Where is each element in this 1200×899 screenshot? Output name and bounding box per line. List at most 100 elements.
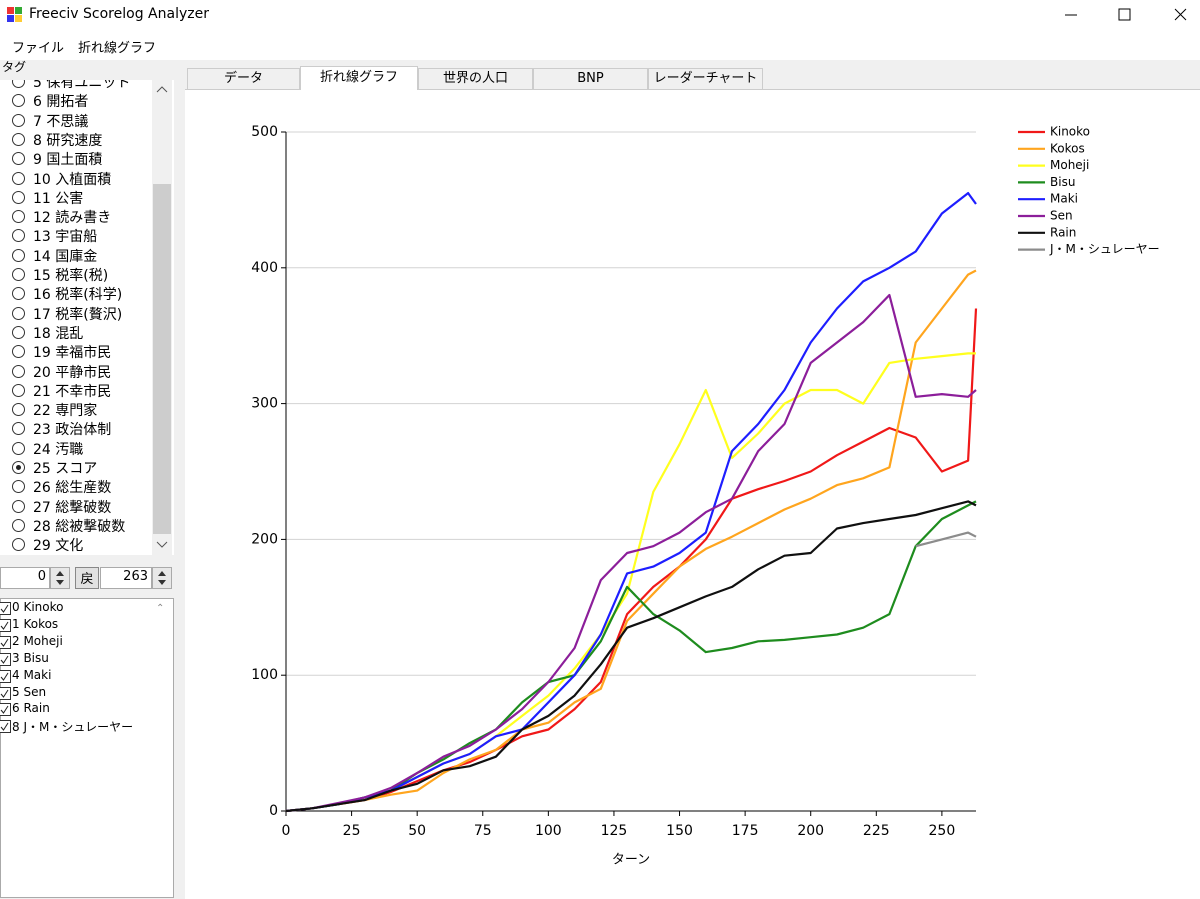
checkbox[interactable] bbox=[0, 635, 11, 649]
radio-label[interactable]: 18 混乱 bbox=[33, 325, 84, 342]
legend-label: Rain bbox=[1050, 225, 1076, 239]
radio-button[interactable] bbox=[12, 538, 25, 552]
checkbox[interactable] bbox=[0, 686, 11, 700]
radio-button[interactable] bbox=[12, 248, 25, 262]
radio-button[interactable] bbox=[12, 518, 25, 532]
menu-item[interactable]: ファイル bbox=[12, 41, 65, 56]
window-controls[interactable] bbox=[1050, 0, 1200, 30]
x-tick-label: 75 bbox=[474, 823, 492, 839]
checkbox-label[interactable]: 0 Kinoko bbox=[12, 600, 64, 614]
radio-button[interactable] bbox=[12, 268, 25, 281]
radio-label[interactable]: 26 総生産数 bbox=[33, 480, 112, 497]
y-tick-label: 400 bbox=[251, 260, 278, 276]
legend-label: Sen bbox=[1050, 209, 1073, 223]
radio-label[interactable]: 9 国土面積 bbox=[33, 152, 103, 169]
check-mark bbox=[0, 638, 9, 647]
scroll-arrow[interactable]: ⌃ bbox=[156, 603, 165, 614]
radio-label[interactable]: 12 読み書き bbox=[33, 210, 112, 227]
tab[interactable]: BNP bbox=[533, 68, 648, 90]
group-label: タグ bbox=[2, 60, 27, 74]
series-line bbox=[285, 500, 977, 813]
radio-button[interactable] bbox=[12, 441, 25, 455]
radio-label[interactable]: 27 総撃破数 bbox=[33, 499, 112, 516]
radio-label[interactable]: 17 税率(贅沢) bbox=[33, 306, 123, 323]
legend-label: Maki bbox=[1050, 192, 1078, 206]
radio-label[interactable]: 11 公害 bbox=[33, 190, 84, 207]
checkbox-label[interactable]: 2 Moheji bbox=[12, 633, 63, 648]
spin-end[interactable]: 263 bbox=[100, 567, 152, 589]
checkbox-label[interactable]: 6 Rain bbox=[12, 701, 50, 716]
radio-button[interactable] bbox=[12, 152, 25, 166]
radio-label[interactable]: 20 平静市民 bbox=[33, 364, 112, 381]
spin-arrows[interactable] bbox=[152, 567, 172, 589]
checkbox[interactable] bbox=[0, 618, 11, 632]
radio-label[interactable]: 28 総被撃破数 bbox=[33, 518, 126, 535]
radio-button[interactable] bbox=[12, 480, 25, 494]
y-tick-label: 100 bbox=[251, 667, 278, 683]
checkbox[interactable] bbox=[0, 602, 11, 615]
spin-arrows[interactable] bbox=[50, 567, 70, 589]
radio-label[interactable]: 29 文化 bbox=[33, 538, 84, 555]
x-tick-label: 25 bbox=[343, 823, 361, 839]
radio-button[interactable] bbox=[12, 210, 25, 224]
radio-button[interactable] bbox=[12, 132, 25, 146]
menu-item[interactable]: 折れ線グラフ bbox=[78, 41, 157, 56]
tab[interactable]: データ bbox=[187, 68, 300, 90]
radio-button[interactable] bbox=[12, 113, 25, 127]
radio-label[interactable]: 23 政治体制 bbox=[33, 422, 112, 439]
radio-button[interactable] bbox=[12, 287, 25, 301]
radio-label[interactable]: 7 不思議 bbox=[33, 113, 89, 130]
checkbox-label[interactable]: 4 Maki bbox=[12, 667, 52, 682]
radio-label[interactable]: 10 入植面積 bbox=[33, 171, 112, 188]
checkbox[interactable] bbox=[0, 703, 11, 717]
radio-button[interactable] bbox=[12, 499, 25, 513]
radio-label[interactable]: 21 不幸市民 bbox=[33, 383, 112, 400]
checkbox[interactable] bbox=[0, 652, 11, 666]
radio-button[interactable] bbox=[12, 403, 25, 417]
radio-label[interactable]: 25 スコア bbox=[33, 461, 98, 477]
radio-button[interactable] bbox=[12, 345, 25, 359]
scrollbar[interactable] bbox=[152, 80, 172, 555]
radio-button[interactable] bbox=[12, 190, 25, 204]
radio-label[interactable]: 6 開拓者 bbox=[33, 94, 89, 111]
radio-button[interactable] bbox=[12, 171, 25, 185]
radio-button[interactable] bbox=[12, 80, 25, 88]
check-mark bbox=[0, 604, 9, 613]
back-button[interactable]: 戻 bbox=[75, 567, 99, 589]
checkbox-label[interactable]: 3 Bisu bbox=[12, 650, 49, 665]
radio-button[interactable] bbox=[12, 325, 25, 339]
x-axis-label: ターン bbox=[612, 853, 650, 868]
x-tick-label: 250 bbox=[929, 823, 956, 839]
checkbox[interactable] bbox=[0, 720, 11, 734]
check-mark bbox=[0, 672, 9, 681]
radio-label[interactable]: 8 研究速度 bbox=[33, 132, 103, 149]
tab[interactable]: 折れ線グラフ bbox=[300, 66, 418, 90]
radio-button[interactable] bbox=[12, 364, 25, 378]
checkbox-label[interactable]: 8 J・M・シュレーヤー bbox=[12, 720, 134, 735]
checkbox-label[interactable]: 5 Sen bbox=[12, 684, 47, 699]
radio-label[interactable]: 15 税率(税) bbox=[33, 268, 109, 284]
radio-button[interactable] bbox=[12, 461, 25, 474]
tab[interactable]: 世界の人口 bbox=[418, 68, 533, 90]
radio-label[interactable]: 19 幸福市民 bbox=[33, 345, 112, 362]
checkbox-label[interactable]: 1 Kokos bbox=[12, 616, 59, 631]
radio-button[interactable] bbox=[12, 229, 25, 243]
radio-label[interactable]: 14 国庫金 bbox=[33, 248, 98, 265]
radio-label[interactable]: 22 専門家 bbox=[33, 403, 98, 420]
series-line bbox=[285, 352, 976, 813]
radio-label[interactable]: 16 税率(科学) bbox=[33, 287, 123, 304]
legend-label: Bisu bbox=[1050, 175, 1075, 189]
radio-label[interactable]: 24 汚職 bbox=[33, 441, 84, 458]
radio-button[interactable] bbox=[12, 422, 25, 436]
x-tick-label: 50 bbox=[408, 823, 426, 839]
tab[interactable]: レーダーチャート bbox=[648, 68, 763, 90]
radio-button[interactable] bbox=[12, 383, 25, 397]
radio-label[interactable]: 13 宇宙船 bbox=[33, 229, 98, 246]
spin-start[interactable]: 0 bbox=[0, 567, 50, 589]
radio-button[interactable] bbox=[12, 306, 25, 320]
series-line bbox=[285, 293, 977, 813]
radio-button[interactable] bbox=[12, 94, 25, 108]
radio-label[interactable]: 5 保有ユニット bbox=[33, 80, 131, 91]
checkbox[interactable] bbox=[0, 669, 11, 683]
